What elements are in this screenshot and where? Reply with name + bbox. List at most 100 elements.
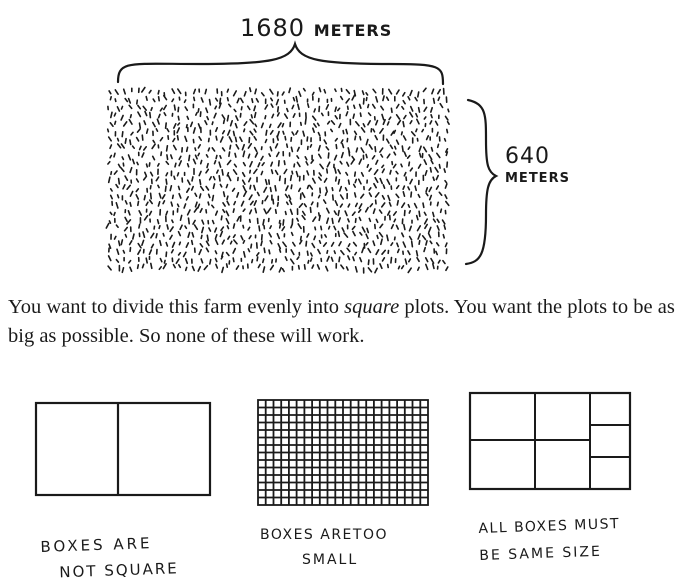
field-dash bbox=[435, 185, 440, 190]
field-dash bbox=[113, 235, 117, 240]
field-dash bbox=[401, 145, 404, 153]
field-dash bbox=[436, 225, 440, 231]
field-dash bbox=[275, 151, 280, 158]
field-dash bbox=[445, 151, 449, 157]
field-dash bbox=[150, 262, 153, 270]
field-dash bbox=[157, 96, 160, 102]
field-dash bbox=[225, 217, 230, 225]
field-dash bbox=[205, 154, 209, 158]
field-dash bbox=[416, 256, 420, 263]
field-dash bbox=[135, 188, 140, 193]
field-dash bbox=[392, 163, 397, 169]
field-dash bbox=[351, 225, 356, 231]
field-dash bbox=[157, 184, 160, 189]
field-dash bbox=[333, 250, 337, 255]
field-dash bbox=[362, 97, 365, 105]
field-dash bbox=[170, 249, 174, 254]
field-dash bbox=[114, 98, 117, 103]
field-dash bbox=[427, 232, 432, 239]
field-dash bbox=[331, 187, 334, 192]
field-dash bbox=[114, 89, 119, 95]
field-dash bbox=[235, 265, 240, 271]
field-dash bbox=[169, 185, 173, 192]
field-dash bbox=[274, 169, 279, 176]
field-dash bbox=[129, 201, 132, 207]
field-dash bbox=[352, 256, 355, 262]
field-dash bbox=[122, 249, 126, 254]
field-dash bbox=[409, 178, 414, 185]
field-dash bbox=[283, 160, 286, 166]
field-dash bbox=[193, 207, 198, 213]
field-dash bbox=[338, 256, 341, 263]
field-dash bbox=[428, 194, 433, 201]
field-dash bbox=[250, 243, 253, 249]
field-dash bbox=[236, 97, 240, 104]
field-dash bbox=[114, 120, 117, 125]
field-dash bbox=[141, 134, 144, 141]
field-dash bbox=[190, 185, 194, 191]
field-dash bbox=[298, 239, 303, 245]
field-dash bbox=[353, 192, 357, 198]
field-dash bbox=[135, 136, 140, 142]
field-dash bbox=[446, 120, 450, 125]
field-dash bbox=[142, 105, 147, 111]
caption-too-small-line1: BOXES ARETOO bbox=[260, 527, 388, 543]
field-dash bbox=[186, 163, 190, 168]
field-dash bbox=[287, 194, 292, 200]
field-dash bbox=[117, 177, 121, 185]
field-dash bbox=[372, 88, 377, 94]
field-dash bbox=[177, 106, 180, 113]
field-dash bbox=[171, 88, 176, 95]
field-dash bbox=[201, 219, 205, 225]
field-dash bbox=[285, 107, 289, 113]
field-dash bbox=[334, 200, 339, 207]
field-dash bbox=[201, 226, 205, 234]
field-dash bbox=[158, 192, 162, 199]
field-dash bbox=[260, 92, 265, 97]
field-dash bbox=[354, 251, 358, 256]
field-dash bbox=[173, 123, 177, 129]
paragraph-text-start: You want to divide this farm evenly into bbox=[8, 296, 345, 318]
field-dash bbox=[253, 105, 257, 112]
field-dash bbox=[186, 209, 191, 216]
instruction-paragraph: You want to divide this farm evenly into… bbox=[8, 293, 688, 351]
field-dash bbox=[375, 96, 379, 103]
field-dash bbox=[179, 224, 183, 231]
field-dash bbox=[331, 194, 335, 201]
field-dash bbox=[184, 225, 188, 230]
field-dash bbox=[253, 146, 258, 153]
field-dash bbox=[257, 162, 261, 168]
field-dash bbox=[289, 258, 295, 265]
field-dash bbox=[172, 144, 177, 151]
field-dash bbox=[284, 256, 288, 262]
field-dash bbox=[264, 115, 267, 120]
field-dash bbox=[177, 230, 182, 237]
field-dash bbox=[160, 151, 163, 157]
field-dash bbox=[317, 212, 321, 217]
field-dash bbox=[410, 240, 414, 248]
field-dash bbox=[159, 239, 162, 247]
field-dash bbox=[306, 250, 309, 256]
field-dash bbox=[302, 87, 306, 92]
field-dash bbox=[395, 114, 401, 120]
field-dash bbox=[165, 241, 169, 247]
field-dash bbox=[249, 160, 253, 168]
field-dash bbox=[131, 158, 135, 165]
field-dash bbox=[137, 249, 142, 255]
field-dash bbox=[439, 102, 444, 109]
field-dash bbox=[316, 122, 320, 127]
field-dash bbox=[261, 258, 265, 264]
field-dash bbox=[148, 199, 153, 205]
field-dash bbox=[339, 194, 345, 200]
field-dash bbox=[269, 97, 274, 102]
field-dash bbox=[124, 175, 129, 181]
field-dash bbox=[403, 171, 407, 177]
field-dash bbox=[338, 241, 342, 247]
field-dash bbox=[186, 187, 190, 193]
field-dash bbox=[354, 202, 359, 208]
field-dash bbox=[276, 91, 279, 97]
field-dash bbox=[318, 239, 322, 244]
field-dash bbox=[249, 130, 254, 136]
field-dash bbox=[418, 239, 421, 245]
field-dash bbox=[218, 161, 222, 168]
